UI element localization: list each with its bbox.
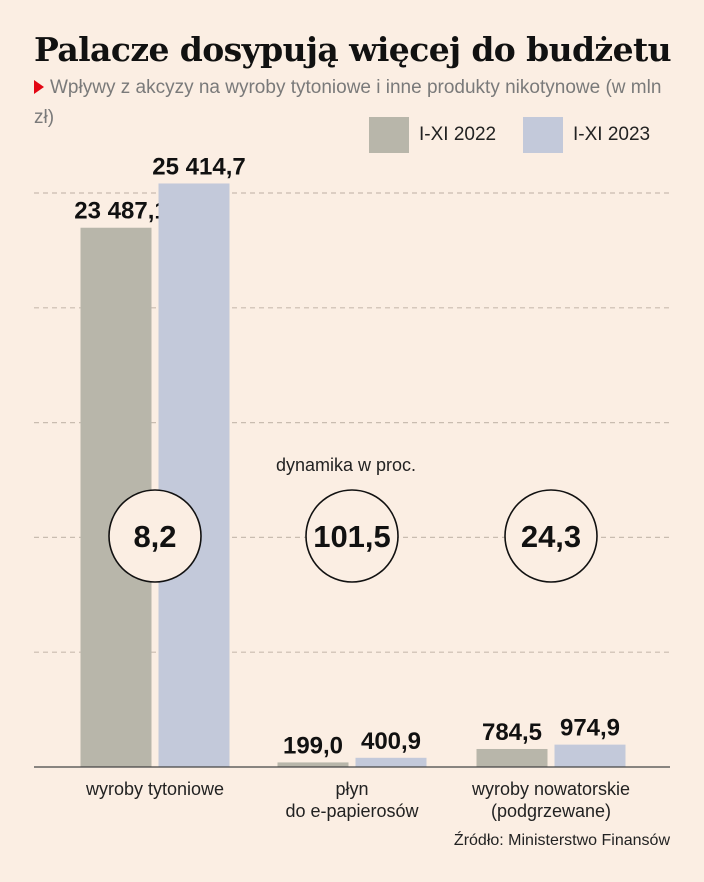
- dynamics-circle: [305, 489, 399, 583]
- legend-swatch-2023: [523, 117, 563, 153]
- category-label: (podgrzewane): [491, 801, 611, 821]
- dynamics-caption: dynamika w proc.: [276, 455, 417, 475]
- bar-2023-2: [554, 744, 626, 767]
- chart-title: Palacze dosypują więcej do budżetu: [34, 30, 672, 69]
- chart-subtitle: Wpływy z akcyzy na wyroby tytoniowe i in…: [34, 73, 674, 133]
- red-arrow-icon: [34, 80, 44, 94]
- dynamics-circle: [504, 489, 598, 583]
- bar-value-label: 23 487,1: [74, 198, 167, 225]
- bar-2022-1: [277, 762, 349, 767]
- bar-2022-2: [476, 748, 548, 767]
- subtitle-text: Wpływy z akcyzy na wyroby tytoniowe i in…: [34, 77, 662, 128]
- bar-2023-1: [355, 757, 427, 767]
- bar-value-label: 974,9: [560, 715, 620, 742]
- bar-value-label: 25 414,7: [152, 153, 245, 180]
- legend-label-2022: I-XI 2022: [419, 124, 497, 145]
- source-note: Źródło: Ministerstwo Finansów: [453, 832, 670, 849]
- category-label: płyn: [335, 779, 368, 799]
- dynamics-value: 8,2: [133, 519, 176, 554]
- legend-item-2022: I-XI 2022: [369, 117, 496, 153]
- bar-2023-0: [158, 183, 230, 767]
- dynamics-circle: [108, 489, 202, 583]
- category-label: wyroby nowatorskie: [471, 779, 630, 799]
- legend-swatch-2022: [369, 117, 409, 153]
- bar-value-label: 400,9: [361, 728, 421, 755]
- category-label: wyroby tytoniowe: [85, 779, 224, 799]
- dynamics-value: 24,3: [521, 519, 581, 554]
- bar-value-label: 199,0: [283, 732, 343, 759]
- bar-value-label: 784,5: [482, 719, 542, 746]
- legend-label-2023: I-XI 2023: [573, 124, 651, 145]
- legend-item-2023: I-XI 2023: [523, 117, 650, 153]
- dynamics-value: 101,5: [313, 519, 391, 554]
- category-label: do e-papierosów: [285, 801, 419, 821]
